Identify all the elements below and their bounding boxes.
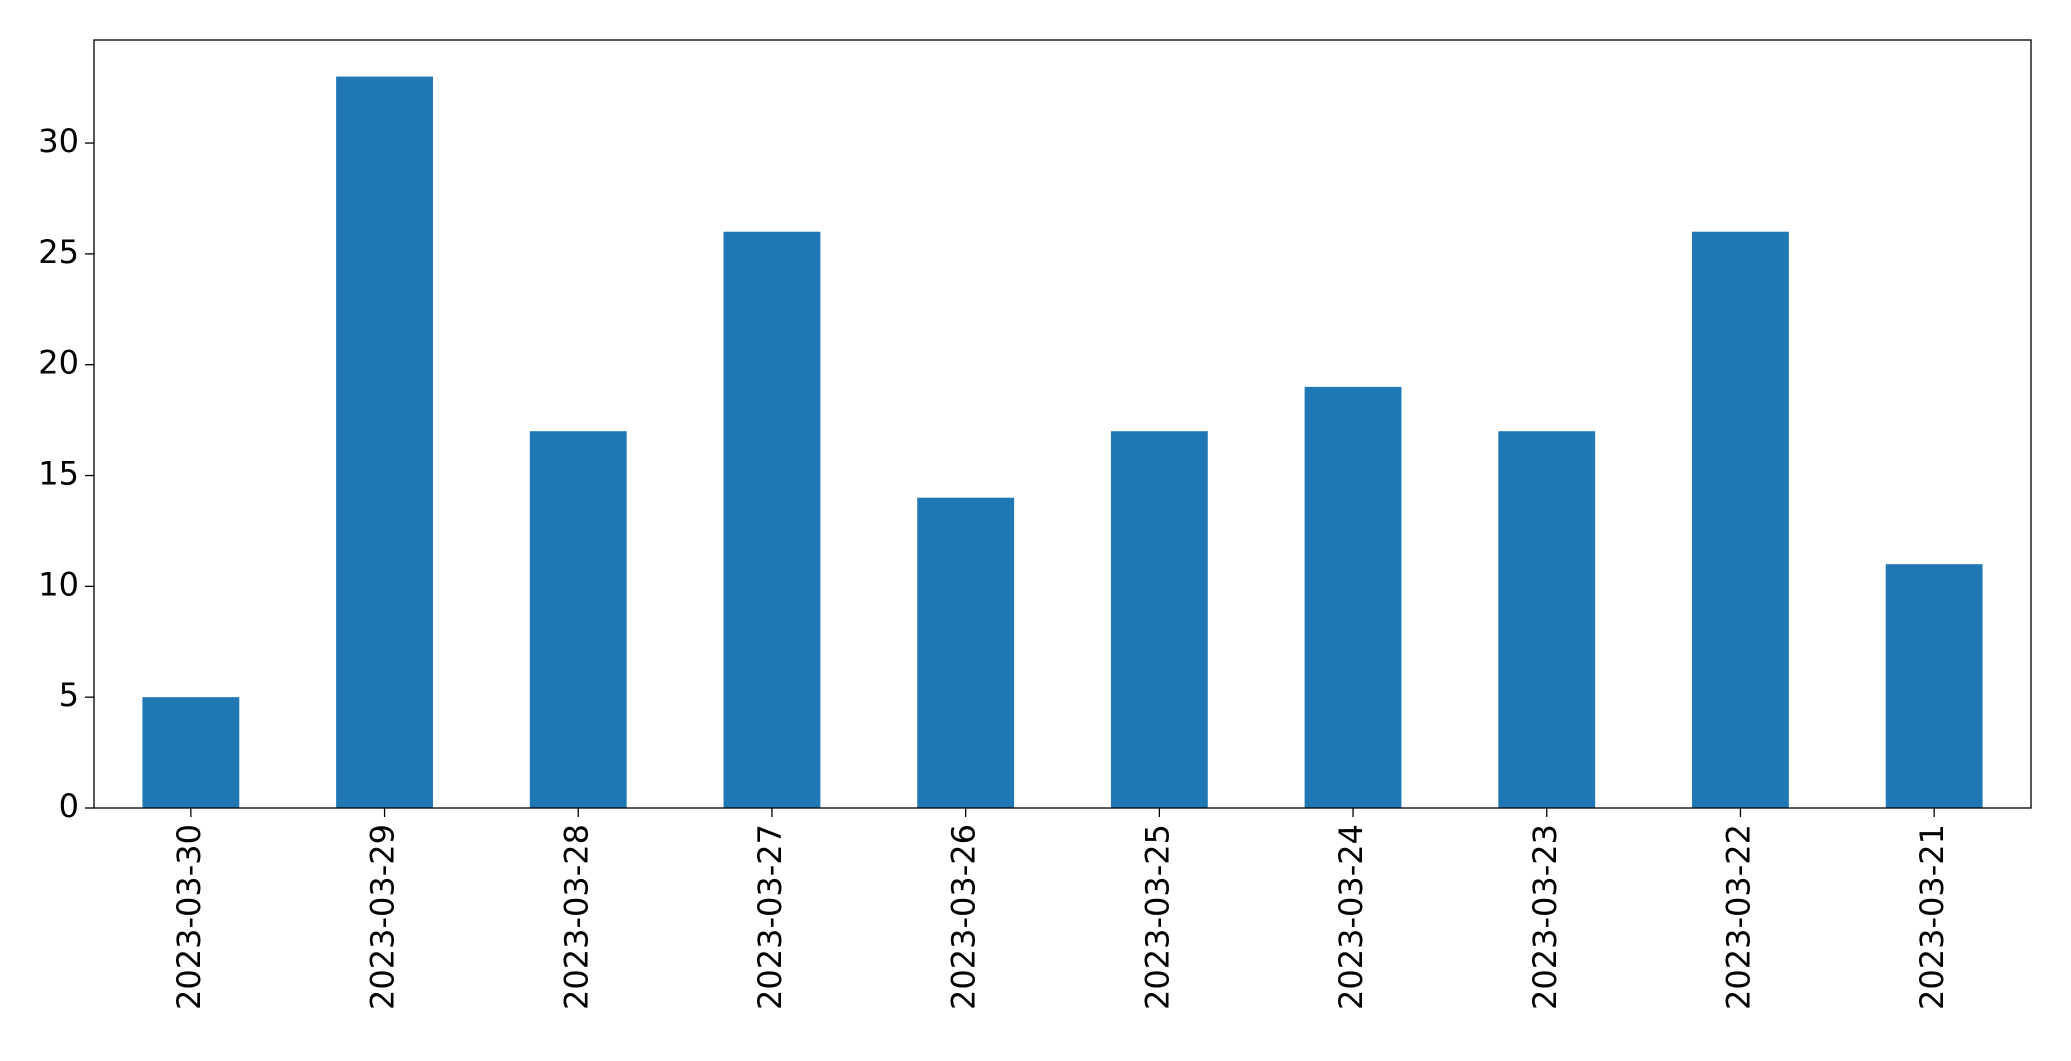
bar bbox=[1110, 431, 1208, 808]
x-tick-label: 2023-03-22 bbox=[1719, 824, 1757, 1010]
bar bbox=[529, 431, 627, 808]
bar bbox=[336, 76, 433, 809]
bar bbox=[1885, 564, 1983, 808]
x-tick-label: 2023-03-30 bbox=[170, 824, 208, 1010]
bar bbox=[1498, 431, 1596, 808]
bar bbox=[142, 697, 240, 808]
plot-frame bbox=[93, 39, 2032, 809]
bar bbox=[1692, 231, 1789, 808]
y-tick-label: 5 bbox=[59, 676, 79, 714]
y-tick-label: 0 bbox=[59, 787, 79, 825]
y-tick-label: 25 bbox=[38, 233, 79, 271]
x-tick-label: 2023-03-24 bbox=[1332, 824, 1370, 1010]
x-tick-label: 2023-03-28 bbox=[557, 824, 595, 1010]
y-tick-label: 30 bbox=[38, 122, 79, 160]
x-tick-label: 2023-03-26 bbox=[945, 824, 983, 1010]
y-tick-label: 20 bbox=[38, 344, 79, 382]
x-tick-label: 2023-03-25 bbox=[1138, 824, 1176, 1010]
bar bbox=[917, 497, 1015, 808]
y-tick-label: 10 bbox=[38, 565, 79, 603]
bar bbox=[1304, 386, 1402, 808]
x-tick-label: 2023-03-27 bbox=[751, 824, 789, 1010]
x-tick-label: 2023-03-23 bbox=[1526, 824, 1564, 1010]
x-tick-label: 2023-03-29 bbox=[364, 824, 402, 1010]
bar bbox=[723, 231, 821, 808]
y-tick-label: 15 bbox=[38, 455, 79, 493]
x-tick-label: 2023-03-21 bbox=[1913, 824, 1951, 1010]
